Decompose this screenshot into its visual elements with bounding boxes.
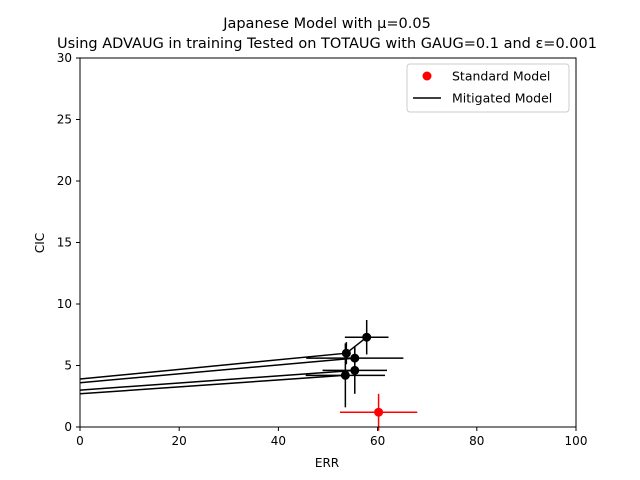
y-tick-label-4: 20 [57, 174, 72, 188]
mitigated-model-point-1 [341, 348, 351, 358]
mitigated-model-point-3 [350, 365, 360, 375]
y-axis-label: CIC [33, 233, 47, 253]
legend-label-standard: Standard Model [452, 69, 550, 84]
y-tick-label-6: 30 [57, 51, 72, 65]
x-axis-label: ERR [315, 456, 339, 470]
chart-title: Japanese Model with μ=0.05 [222, 16, 431, 32]
mitigated-model-line-3 [79, 374, 346, 395]
x-tick-label-3: 60 [370, 434, 385, 448]
chart-subtitle: Using ADVAUG in training Tested on TOTAU… [57, 36, 597, 52]
legend-marker-standard [422, 71, 432, 81]
mitigated-model-line-1 [79, 357, 355, 384]
mitigated-model-point-0 [362, 332, 372, 342]
y-tick-label-2: 10 [57, 297, 72, 311]
mitigated-model-point-4 [340, 370, 350, 380]
x-tick-label-4: 80 [469, 434, 484, 448]
legend-label-mitigated: Mitigated Model [452, 91, 552, 106]
x-tick-label-0: 0 [76, 434, 84, 448]
axes-layer: 0 20 40 60 80 100 0 5 10 15 20 25 30 [57, 51, 588, 448]
y-tick-label-0: 0 [64, 420, 72, 434]
data-layer [79, 319, 418, 431]
x-tick-label-5: 100 [565, 434, 588, 448]
legend-frame [406, 63, 570, 113]
mitigated-model-line-2 [79, 369, 355, 391]
legend: Standard Model Mitigated Model [406, 63, 570, 113]
y-tick-label-1: 5 [64, 359, 72, 373]
standard-model-point-0 [374, 407, 384, 417]
y-tick-label-3: 15 [57, 236, 72, 250]
y-tick-label-5: 25 [57, 113, 72, 127]
x-tick-label-2: 40 [271, 434, 286, 448]
x-tick-label-1: 20 [172, 434, 187, 448]
